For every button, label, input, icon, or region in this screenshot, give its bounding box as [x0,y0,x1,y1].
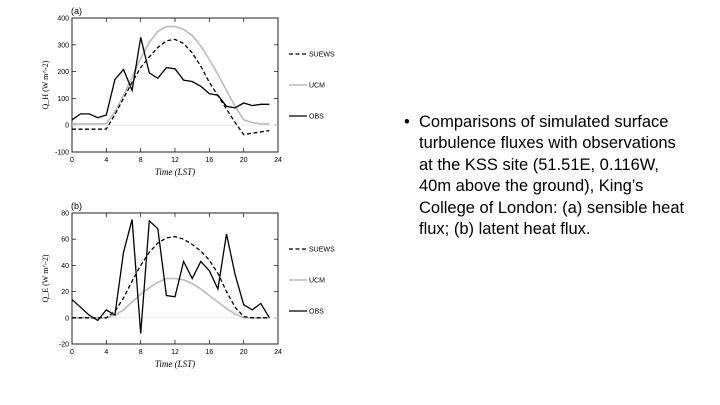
plot-frame [71,17,279,153]
y-axis-label: Q_E (W m^-2) [41,254,50,302]
x-tick-label: 24 [274,349,282,356]
panel-label: (a) [71,6,82,16]
x-tick-label: 12 [171,349,179,356]
legend-label-suews: SUEWS [309,52,335,59]
y-tick-label: 300 [57,42,69,49]
x-axis-label: Time (LST) [155,359,195,369]
x-tick-label: 8 [139,157,143,164]
x-tick-label: 8 [139,349,143,356]
y-tick-label: 40 [61,263,69,270]
series-line-suews [72,235,270,319]
y-tick-label: 0 [65,315,69,322]
series-line-obs [71,37,270,121]
y-tick-label: 20 [61,289,69,296]
y-tick-label: -100 [55,150,69,157]
legend-label-ucm: UCM [309,83,325,90]
series-line-ucm [72,25,270,125]
x-tick-label: 16 [205,349,213,356]
y-tick-label: 0 [65,123,69,130]
x-tick-label: 0 [70,157,74,164]
panel-label: (b) [71,201,82,211]
legend-label-obs: OBS [309,114,324,121]
y-tick-label: 200 [57,69,69,76]
y-tick-label: 400 [57,16,69,23]
bullet-marker: • [404,113,410,131]
x-tick-label: 16 [205,157,213,164]
bullet-point: • Comparisons of simulated surface turbu… [404,112,694,241]
x-tick-label: 20 [240,157,248,164]
y-tick-label: -20 [59,342,69,349]
series-line-obs [71,219,270,334]
y-axis-label: Q_H (W m^-2) [41,60,50,109]
x-tick-label: 4 [104,349,108,356]
x-tick-label: 12 [171,157,179,164]
x-axis-label: Time (LST) [155,167,195,177]
x-tick-label: 0 [70,349,74,356]
x-tick-label: 24 [274,157,282,164]
y-tick-label: 60 [61,237,69,244]
legend-label-suews: SUEWS [309,247,335,254]
x-tick-label: 20 [240,349,248,356]
series-line-suews [72,38,270,136]
legend-label-ucm: UCM [309,278,325,285]
bullet-text: Comparisons of simulated surface turbule… [419,113,685,239]
x-tick-label: 4 [104,157,108,164]
legend-label-obs: OBS [309,309,324,316]
y-tick-label: 100 [57,96,69,103]
y-tick-label: 80 [61,211,69,218]
